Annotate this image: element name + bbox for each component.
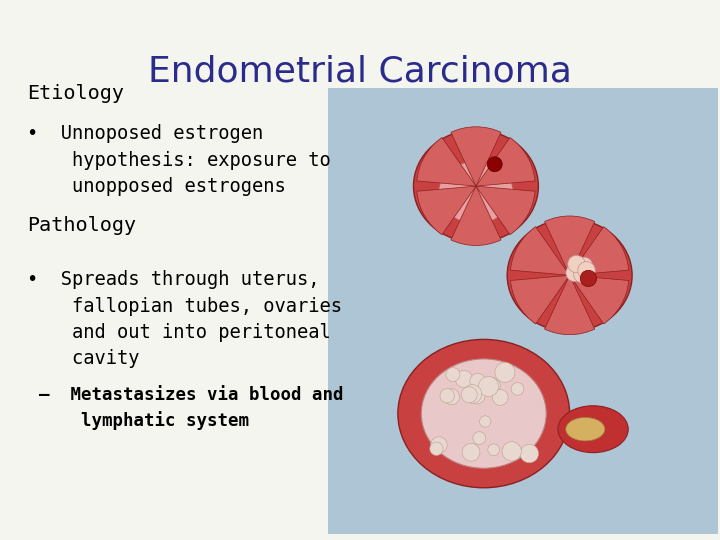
Wedge shape (417, 186, 476, 235)
Wedge shape (451, 127, 501, 186)
Circle shape (520, 444, 539, 463)
Circle shape (446, 368, 460, 382)
Ellipse shape (438, 161, 513, 224)
Circle shape (431, 437, 447, 453)
Wedge shape (544, 216, 595, 275)
Wedge shape (476, 138, 535, 186)
Wedge shape (510, 227, 570, 275)
Circle shape (480, 416, 491, 427)
Circle shape (487, 378, 500, 390)
Circle shape (487, 157, 502, 172)
Text: Etiology: Etiology (27, 84, 125, 103)
Circle shape (462, 387, 477, 403)
Wedge shape (451, 186, 501, 246)
Circle shape (455, 370, 472, 388)
Circle shape (473, 431, 486, 444)
Circle shape (573, 265, 591, 283)
Circle shape (430, 442, 444, 455)
Ellipse shape (421, 359, 546, 468)
Circle shape (489, 380, 500, 391)
Bar (328, 88, 718, 534)
Circle shape (440, 389, 454, 403)
Circle shape (463, 384, 482, 403)
Ellipse shape (558, 406, 629, 453)
Circle shape (469, 387, 485, 404)
Circle shape (495, 362, 515, 382)
Circle shape (511, 382, 524, 395)
Wedge shape (570, 275, 629, 324)
Circle shape (568, 255, 585, 273)
Wedge shape (570, 227, 629, 275)
Circle shape (462, 443, 480, 461)
Text: Endometrial Carcinoma: Endometrial Carcinoma (148, 55, 572, 89)
Circle shape (570, 260, 588, 278)
Wedge shape (476, 186, 535, 235)
Ellipse shape (566, 417, 605, 441)
Circle shape (444, 389, 459, 404)
Ellipse shape (507, 219, 632, 332)
Wedge shape (417, 138, 476, 186)
Circle shape (580, 271, 596, 287)
Ellipse shape (413, 130, 539, 242)
Circle shape (575, 257, 593, 275)
Circle shape (470, 373, 485, 389)
Circle shape (479, 376, 498, 396)
Circle shape (566, 264, 583, 281)
Ellipse shape (398, 340, 570, 488)
Text: –  Metastasizes via blood and
    lymphatic system: – Metastasizes via blood and lymphatic s… (40, 386, 344, 430)
Text: •  Unnoposed estrogen
    hypothesis: exposure to
    unopposed estrogens: • Unnoposed estrogen hypothesis: exposur… (27, 124, 331, 196)
Circle shape (502, 442, 521, 461)
Circle shape (492, 389, 508, 406)
Wedge shape (510, 275, 570, 324)
Wedge shape (544, 275, 595, 335)
Circle shape (577, 261, 595, 279)
Text: Pathology: Pathology (27, 216, 137, 235)
Circle shape (488, 444, 500, 456)
Text: •  Spreads through uterus,
    fallopian tubes, ovaries
    and out into periton: • Spreads through uterus, fallopian tube… (27, 270, 343, 368)
